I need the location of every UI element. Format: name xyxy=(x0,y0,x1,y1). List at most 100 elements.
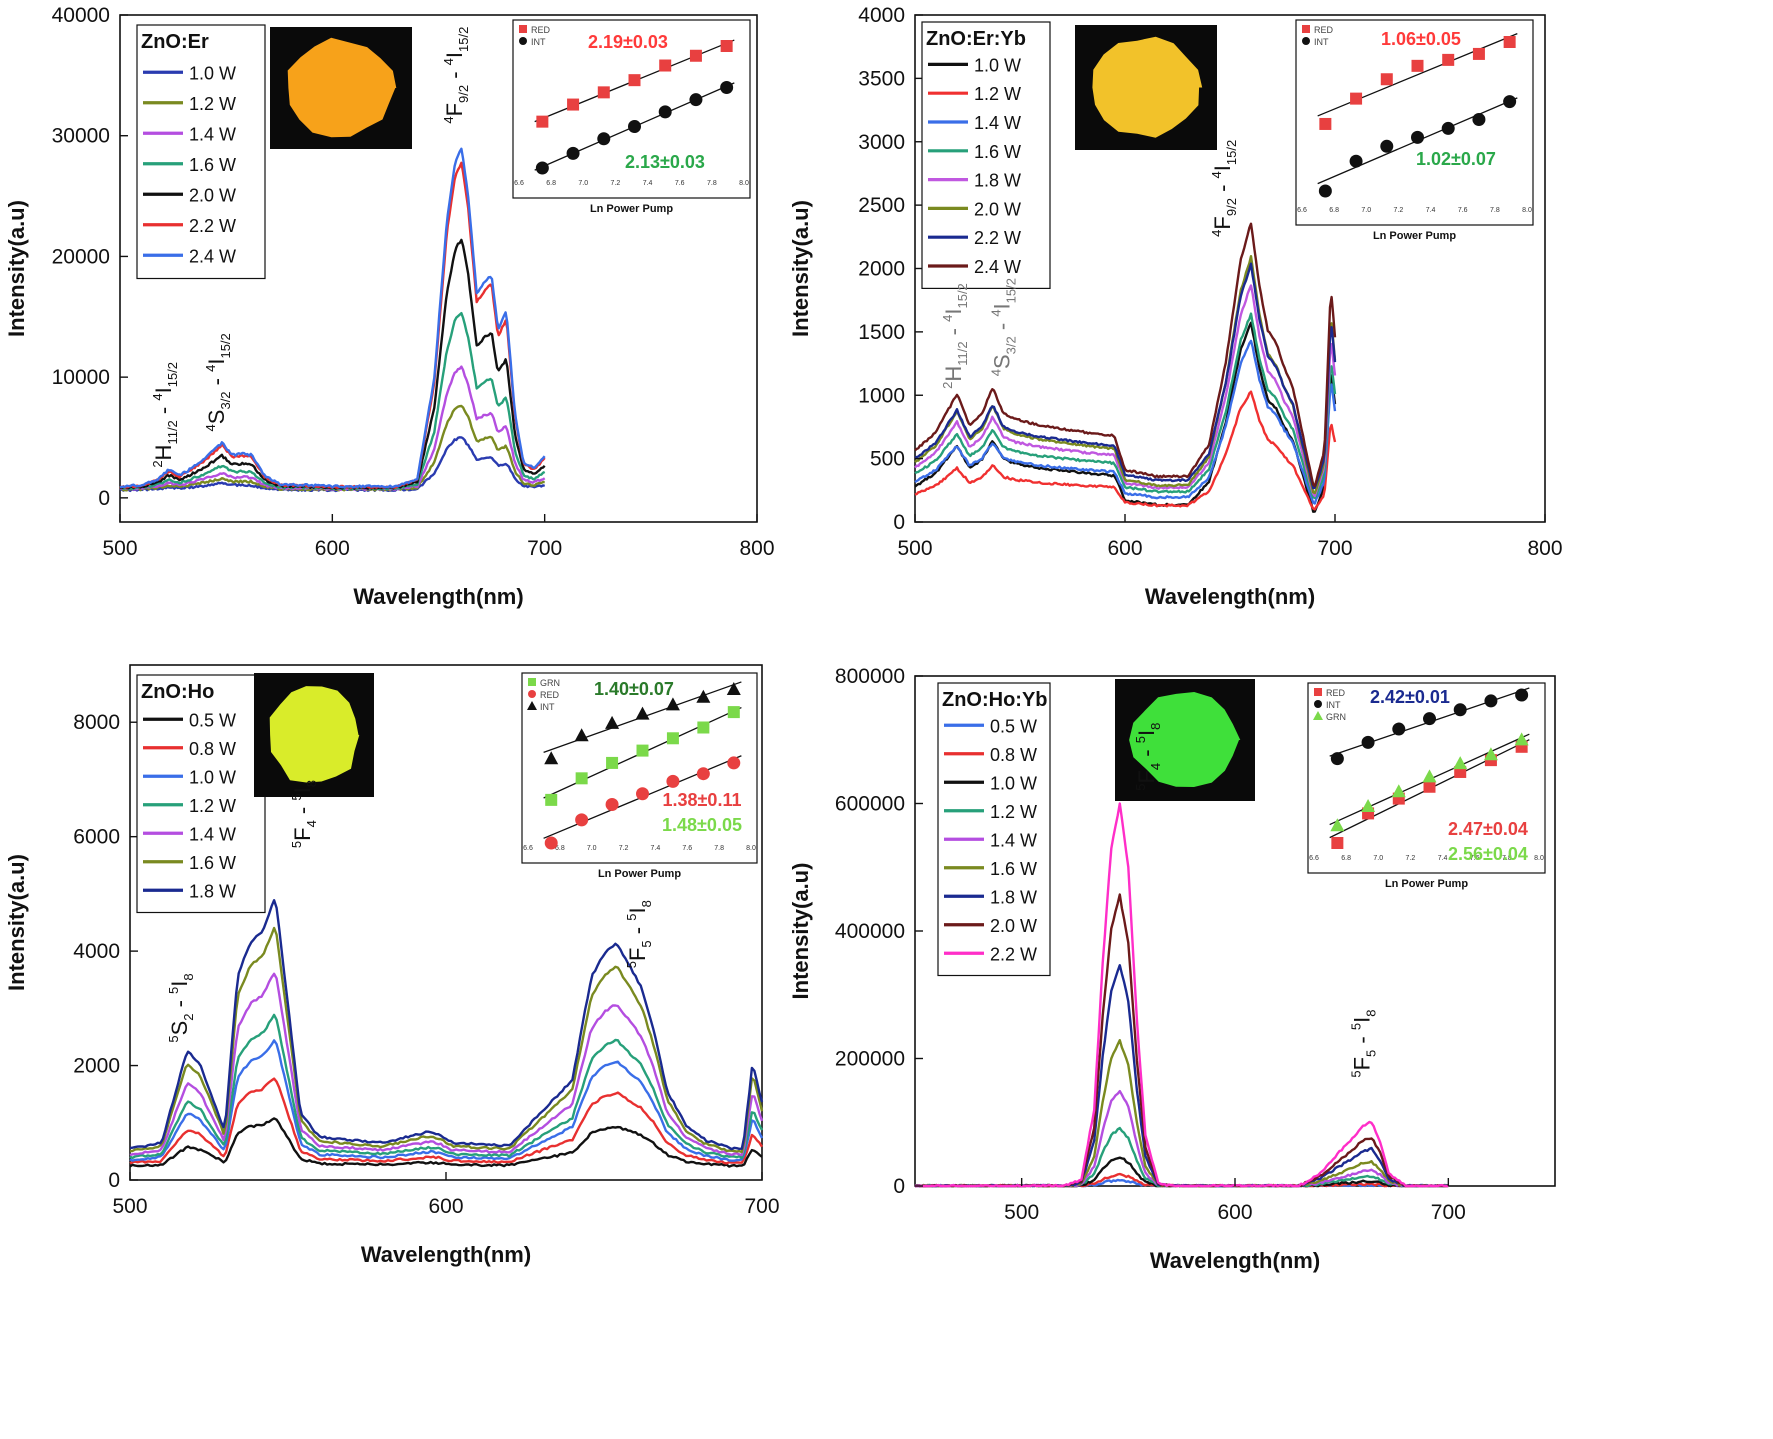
inset-slope-label: 2.19±0.03 xyxy=(588,32,668,52)
y-tick-label: 0 xyxy=(893,511,905,534)
transition-label-part: - xyxy=(151,401,176,421)
transition-label-part: 4 xyxy=(441,58,456,65)
transition-label-part: F xyxy=(625,948,650,961)
legend-entry: 1.0 W xyxy=(189,63,236,83)
inset-x-axis-title: Ln Power Pump xyxy=(590,203,673,215)
transition-label-part: - xyxy=(990,317,1015,337)
legend-entry: 1.8 W xyxy=(990,887,1037,907)
transition-label: 2H11/2 - 4I15/2 xyxy=(940,283,970,389)
spectrum-line-0-8-W xyxy=(129,1077,764,1165)
x-tick-label: 600 xyxy=(428,1195,463,1218)
legend-box xyxy=(136,674,266,914)
emission-photo xyxy=(270,27,412,149)
plot-frame xyxy=(119,14,758,523)
inset-x-tick-label: 7.6 xyxy=(675,180,685,187)
inset-marker xyxy=(720,40,733,52)
y-tick-label: 3000 xyxy=(858,131,905,154)
transition-label-part: I xyxy=(625,907,650,913)
spectrum-line-1-4-W xyxy=(914,339,1337,505)
emission-spot xyxy=(269,686,360,783)
inset-x-tick-label: 7.2 xyxy=(611,180,621,187)
transition-label-part: 5 xyxy=(166,1035,181,1042)
power-dependence-inset: 6.6 6.8 7.0 7.2 7.4 7.6 7.8 8.0 Ln Power Pump RED… xyxy=(512,19,751,215)
inset-x-tick-label: 6.8 xyxy=(546,180,556,187)
inset-x-tick-label: 6.8 xyxy=(1341,855,1351,862)
legend-entry: 1.4 W xyxy=(974,113,1021,133)
x-tick-label: 500 xyxy=(1004,1201,1039,1224)
transition-label: 2H11/2 - 4I15/2 xyxy=(150,362,180,468)
legend-entry: 2.2 W xyxy=(189,216,236,236)
transition-label-part: 5 xyxy=(639,940,654,947)
inset-marker xyxy=(606,756,619,769)
transition-label-part: 5 xyxy=(289,841,304,848)
inset-marker xyxy=(636,787,649,801)
inset-x-tick-label: 7.2 xyxy=(1394,207,1404,214)
transition-label-part: 4 xyxy=(150,393,165,400)
transition-label-part: H xyxy=(941,366,966,382)
inset-legend-marker xyxy=(528,678,536,686)
inset-x-tick-label: 6.6 xyxy=(514,180,524,187)
inset-legend-marker xyxy=(519,25,527,33)
power-dependence-inset: 6.6 6.8 7.0 7.2 7.4 7.6 7.8 8.0 Ln Power Pump RED… xyxy=(1295,19,1534,242)
x-tick-label: 600 xyxy=(315,537,350,560)
inset-legend-label: GRN xyxy=(1326,712,1346,722)
transition-label-part: 4 xyxy=(989,309,1004,316)
x-tick-label: 800 xyxy=(739,537,774,560)
transition-label-part: I xyxy=(1134,730,1159,736)
inset-legend-marker xyxy=(519,37,527,45)
inset-marker xyxy=(1392,722,1406,736)
inset-x-tick-label: 7.0 xyxy=(578,180,588,187)
transition-label-part: 15/2 xyxy=(1224,140,1239,165)
spectrum-line-1-0-W xyxy=(129,1039,764,1162)
legend-entry: 1.6 W xyxy=(974,142,1021,162)
inset-x-tick-label: 7.6 xyxy=(682,845,692,852)
inset-legend-label: RED xyxy=(1326,688,1346,698)
spectrum-line-1-8-W xyxy=(129,899,764,1151)
transition-label-part: I xyxy=(204,359,229,365)
transition-label: 5F5 - 5I8 xyxy=(1348,1010,1378,1078)
transition-label-part: 15/2 xyxy=(456,27,471,52)
spectrum-line-1-6-W xyxy=(129,926,764,1154)
legend-entry: 2.2 W xyxy=(974,228,1021,248)
transition-label-part: 5 xyxy=(1363,1050,1378,1057)
transition-label-part: F xyxy=(290,827,315,840)
inset-marker xyxy=(597,86,610,99)
transition-label-part: I xyxy=(290,787,315,793)
inset-legend-label: INT xyxy=(531,37,546,47)
legend-entry: 1.0 W xyxy=(990,773,1037,793)
inset-x-tick-label: 7.4 xyxy=(1438,855,1448,862)
spectrum-line-2-4-W xyxy=(119,147,546,489)
transition-label-part: - xyxy=(1134,743,1159,763)
inset-marker xyxy=(575,813,589,827)
inset-marker xyxy=(597,132,611,146)
spectrum-line-2-2-W xyxy=(915,802,1449,1188)
y-tick-label: 800000 xyxy=(835,665,905,688)
legend: ZnO:Ho:Yb 0.5 W 0.8 W 1.0 W 1.2 W 1.4 W 1.6 W 1… xyxy=(937,682,1051,977)
y-tick-label: 0 xyxy=(893,1175,905,1198)
legend-title: ZnO:Er xyxy=(141,31,209,53)
inset-marker xyxy=(1411,130,1424,144)
transition-label-part: 4 xyxy=(203,365,218,372)
inset-x-tick-label: 7.2 xyxy=(619,845,629,852)
y-tick-label: 0 xyxy=(98,487,110,510)
inset-marker xyxy=(1472,47,1485,60)
inset-x-tick-label: 7.8 xyxy=(714,845,724,852)
inset-marker xyxy=(1472,112,1486,126)
inset-slope-label: 2.42±0.01 xyxy=(1370,687,1450,707)
transition-label: 4S3/2 - 4I15/2 xyxy=(989,278,1019,376)
inset-marker xyxy=(658,105,672,119)
inset-marker xyxy=(635,706,650,720)
inset-legend-marker xyxy=(528,690,536,698)
inset-marker xyxy=(666,732,679,745)
y-axis-title: Intensity(a.u) xyxy=(788,200,813,337)
spectrum-line-1-8-W xyxy=(914,964,1449,1188)
inset-marker xyxy=(535,161,549,175)
transition-label-part: 4 xyxy=(989,369,1004,376)
x-axis-title: Wavelength(nm) xyxy=(1150,1248,1320,1273)
inset-marker xyxy=(1515,688,1529,702)
transition-label-part: 11/2 xyxy=(165,420,180,444)
transition-label-part: F xyxy=(1134,770,1159,783)
inset-x-tick-label: 7.2 xyxy=(1406,855,1416,862)
inset-marker xyxy=(574,728,589,742)
y-tick-label: 0 xyxy=(108,1169,120,1192)
